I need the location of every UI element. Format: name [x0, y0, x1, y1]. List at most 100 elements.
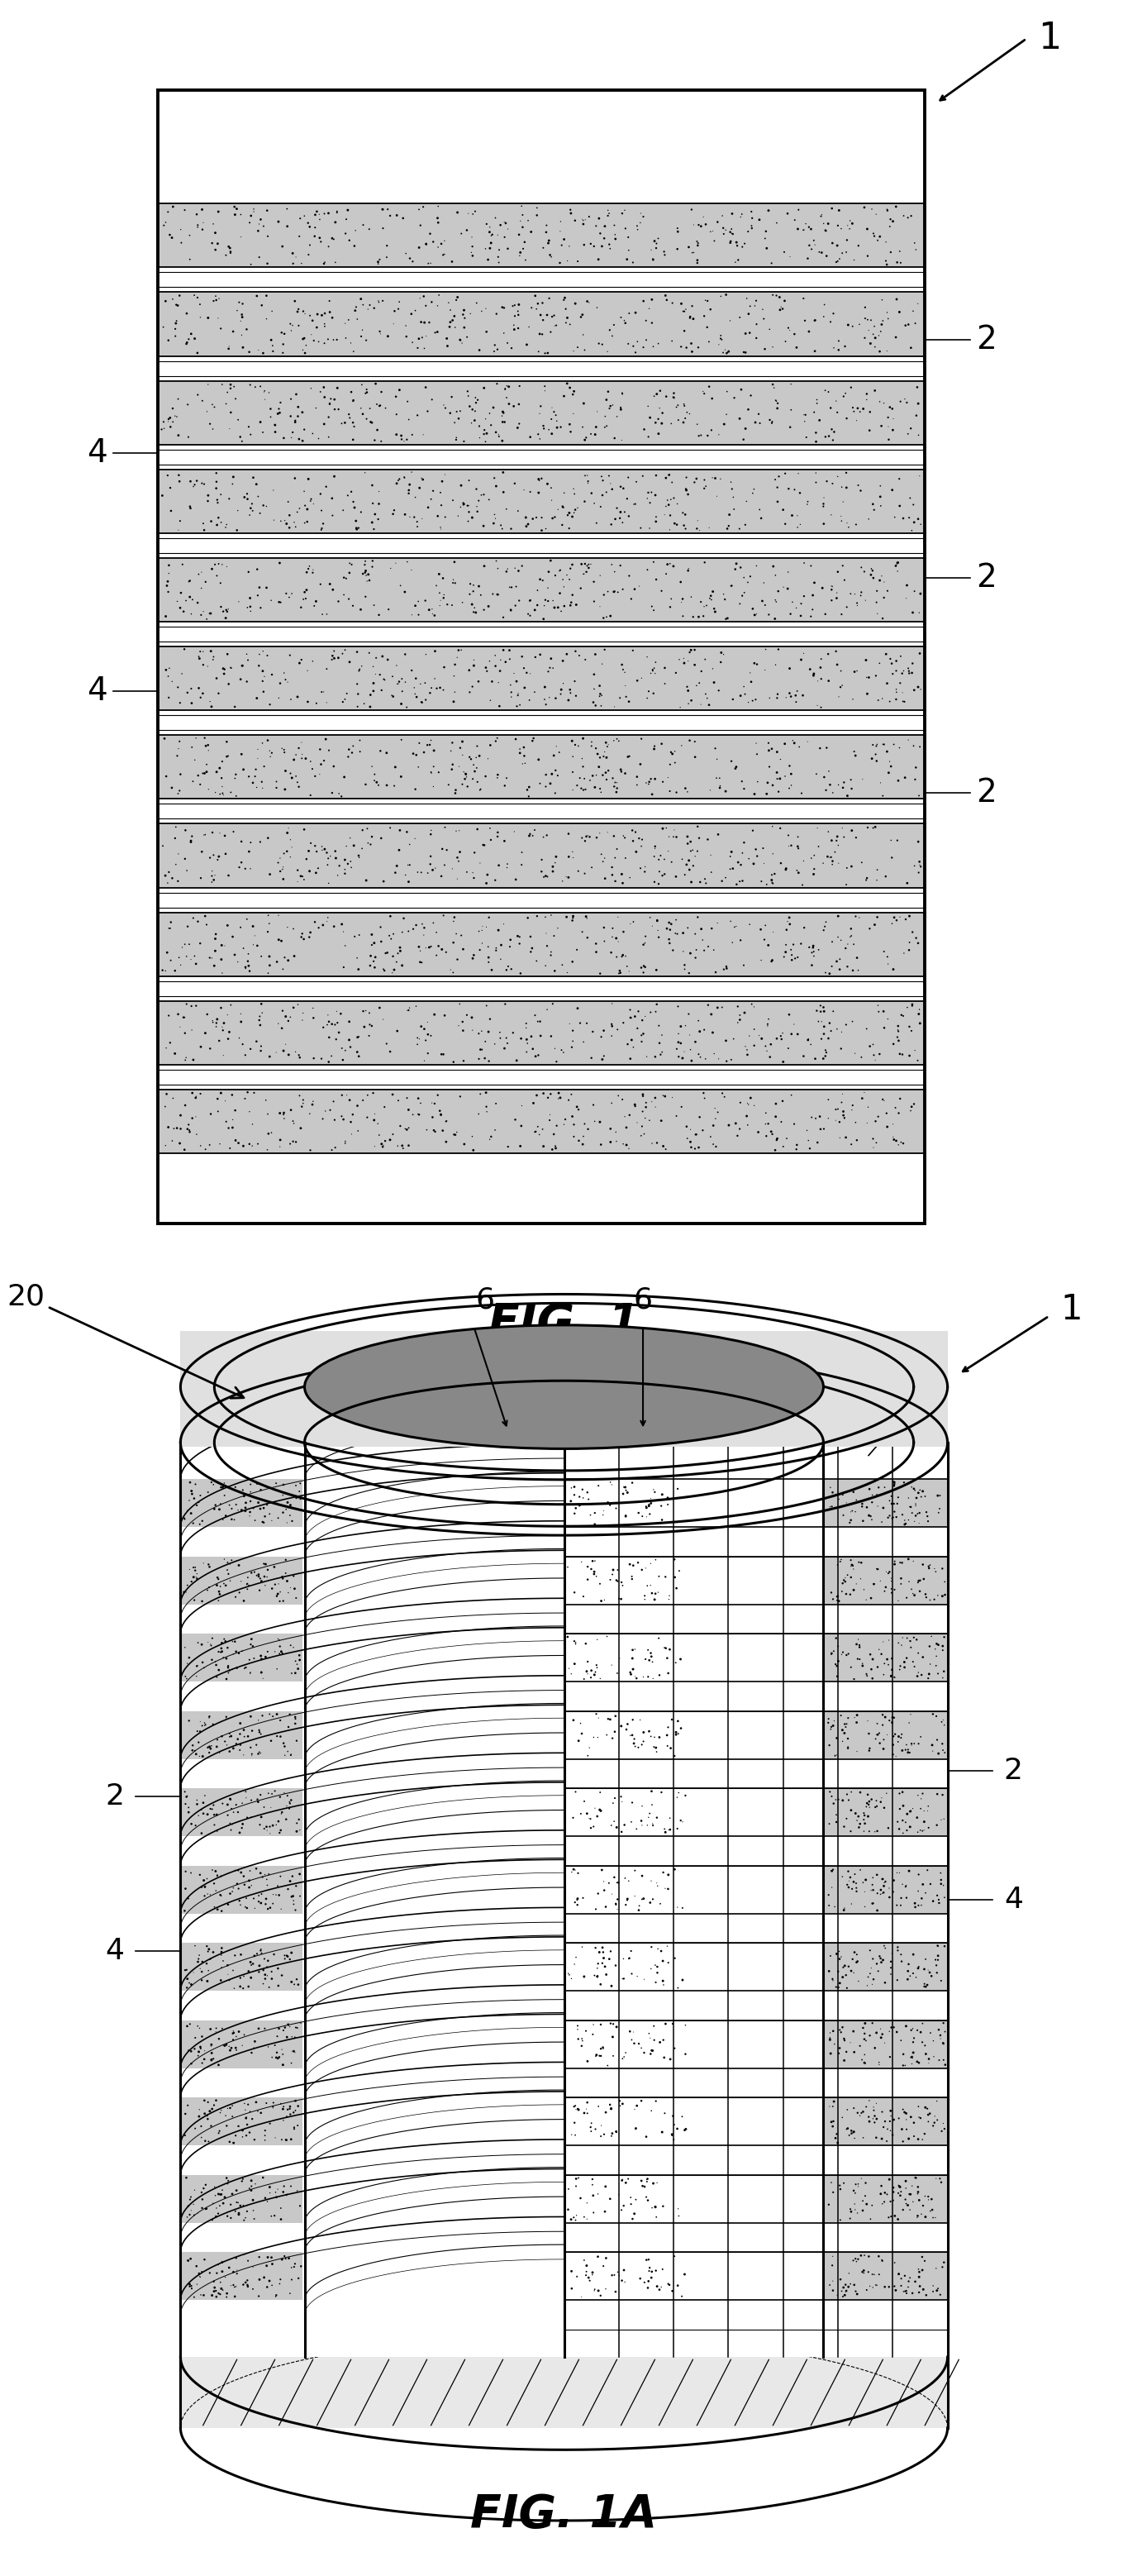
Point — [908, 1494, 926, 1535]
Point — [262, 319, 280, 361]
Point — [285, 281, 303, 322]
Point — [204, 1785, 222, 1826]
Point — [340, 394, 358, 435]
Bar — [564, 2174, 688, 2223]
Point — [603, 855, 622, 896]
Point — [655, 2038, 673, 2079]
Point — [337, 198, 355, 240]
Point — [527, 636, 545, 677]
Point — [360, 559, 378, 600]
Point — [291, 1638, 309, 1680]
Point — [837, 927, 855, 969]
Point — [268, 1716, 287, 1757]
Point — [505, 811, 523, 853]
Point — [156, 719, 174, 760]
Point — [164, 1121, 182, 1162]
Point — [430, 276, 448, 317]
Point — [795, 574, 813, 616]
Point — [249, 1481, 267, 1522]
Point — [841, 1811, 860, 1852]
Point — [858, 1103, 876, 1144]
Point — [417, 634, 435, 675]
Point — [520, 680, 538, 721]
Point — [919, 2179, 937, 2221]
Point — [187, 1646, 205, 1687]
Point — [572, 1793, 590, 1834]
Point — [635, 2262, 653, 2303]
Point — [238, 662, 256, 703]
Point — [282, 2043, 300, 2084]
Point — [723, 469, 741, 510]
Point — [802, 595, 820, 636]
Point — [895, 680, 913, 721]
Point — [487, 412, 505, 453]
Point — [256, 1497, 274, 1538]
Point — [591, 1963, 609, 2004]
Bar — [823, 1633, 948, 1682]
Point — [747, 680, 765, 721]
Point — [250, 1569, 268, 1610]
Point — [823, 2105, 841, 2146]
Point — [814, 484, 832, 526]
Point — [537, 945, 555, 987]
Point — [209, 1855, 227, 1896]
Point — [227, 2190, 245, 2231]
Point — [210, 1631, 228, 1672]
Point — [583, 848, 601, 889]
Point — [606, 1710, 624, 1752]
Point — [169, 510, 187, 551]
Point — [276, 1734, 294, 1775]
Point — [734, 667, 752, 708]
Point — [285, 1103, 303, 1144]
Point — [450, 747, 468, 788]
Point — [905, 726, 923, 768]
Point — [177, 1777, 195, 1819]
Point — [705, 587, 723, 629]
Point — [491, 1012, 509, 1054]
Point — [253, 992, 271, 1033]
Point — [238, 2259, 256, 2300]
Point — [496, 204, 514, 245]
Point — [564, 1010, 582, 1051]
Point — [279, 1775, 297, 1816]
Point — [511, 234, 529, 276]
Point — [606, 214, 624, 255]
Point — [892, 2259, 910, 2300]
Point — [653, 392, 671, 433]
Point — [618, 1878, 636, 1919]
Point — [265, 1935, 283, 1976]
Point — [569, 2257, 587, 2298]
Point — [602, 505, 620, 546]
Point — [267, 1803, 285, 1844]
Point — [603, 848, 622, 889]
Point — [530, 471, 548, 513]
Point — [497, 551, 515, 592]
Point — [192, 2027, 210, 2069]
Point — [186, 2169, 204, 2210]
Point — [669, 1468, 687, 1510]
Point — [875, 2267, 893, 2308]
Point — [585, 1100, 603, 1141]
Point — [872, 484, 890, 526]
Point — [871, 381, 889, 422]
Point — [637, 762, 655, 804]
Point — [739, 1033, 757, 1074]
Point — [226, 2267, 244, 2308]
Point — [646, 1077, 664, 1118]
Point — [875, 2182, 893, 2223]
Point — [547, 750, 565, 791]
Point — [578, 2089, 596, 2130]
Point — [256, 2007, 274, 2048]
Point — [281, 2272, 299, 2313]
Point — [352, 278, 370, 319]
Point — [885, 2195, 904, 2236]
Point — [870, 1466, 888, 1507]
Point — [691, 582, 710, 623]
Point — [358, 554, 376, 595]
Point — [395, 420, 413, 461]
Point — [825, 294, 843, 335]
Point — [200, 729, 218, 770]
Point — [710, 325, 728, 366]
Point — [590, 1698, 608, 1739]
Point — [210, 191, 228, 232]
